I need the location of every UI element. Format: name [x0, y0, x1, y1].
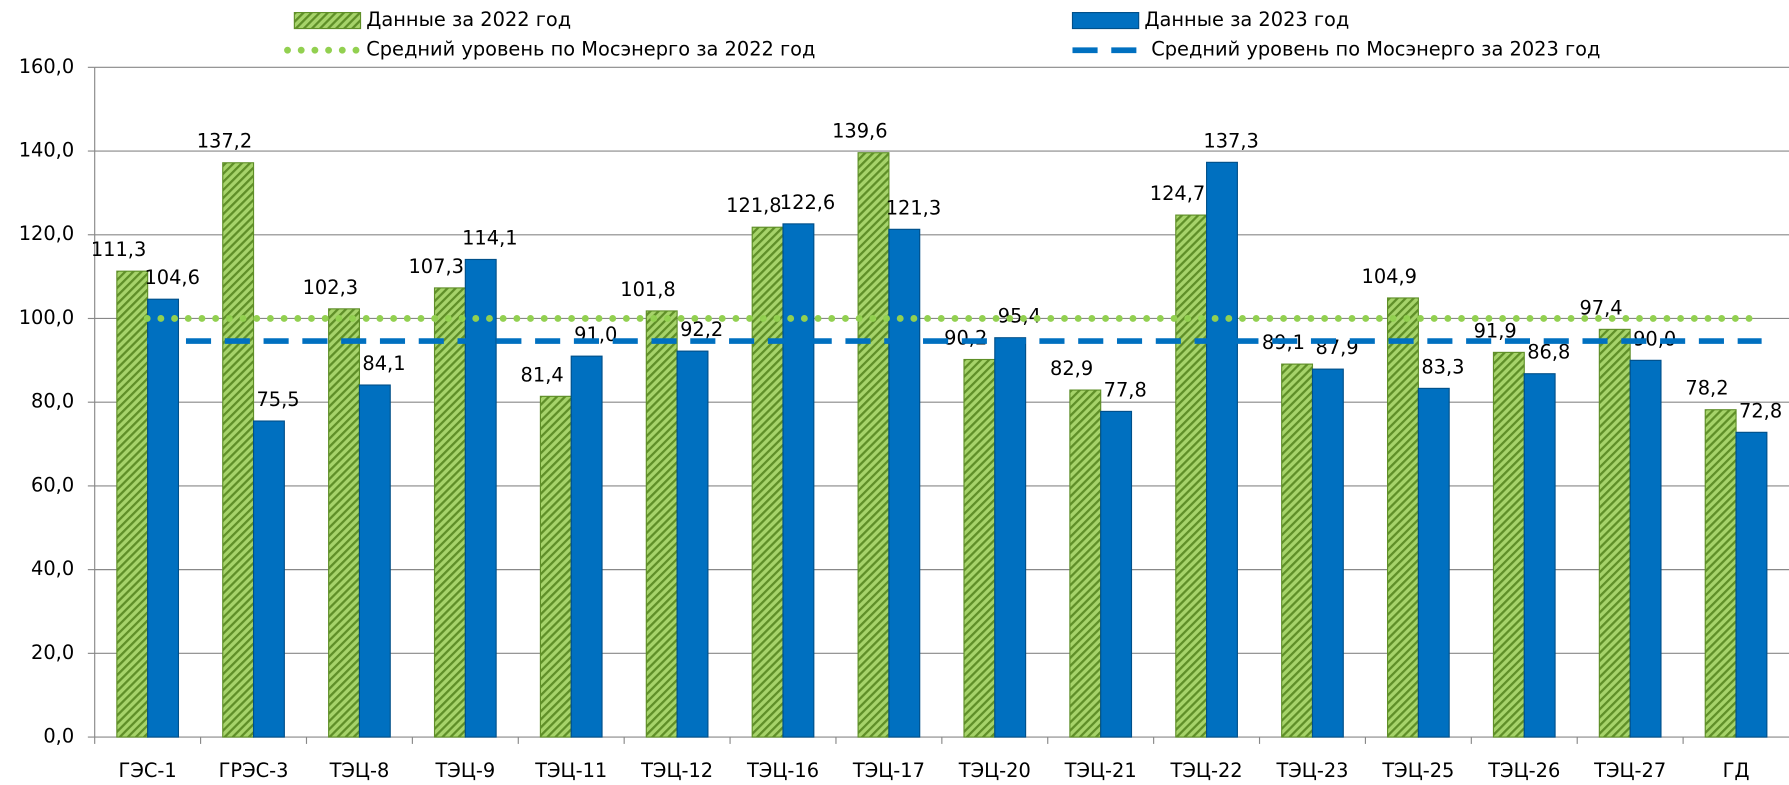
data-label: 77,8 [1104, 378, 1147, 401]
data-label: 90,0 [1633, 327, 1676, 350]
x-tick-label: ГД [1723, 759, 1750, 782]
bar [147, 298, 180, 738]
bar [1281, 363, 1314, 738]
bar [222, 162, 255, 738]
data-label: 90,2 [944, 326, 987, 349]
data-label: 97,4 [1579, 296, 1622, 319]
legend-label: Данные за 2022 год [366, 8, 571, 31]
bar [676, 350, 709, 738]
legend-label: Данные за 2023 год [1144, 8, 1349, 31]
bar [1704, 409, 1737, 738]
bar [1492, 351, 1525, 738]
data-label: 72,8 [1739, 399, 1782, 422]
x-tick-label: ТЭЦ-23 [1275, 759, 1348, 782]
y-tick-label: 60,0 [31, 473, 74, 496]
data-label: 81,4 [521, 363, 564, 386]
x-tick-label: ТЭЦ-27 [1593, 759, 1666, 782]
data-label: 102,3 [303, 276, 358, 299]
bar [570, 355, 603, 738]
x-tick-label: ТЭЦ-11 [534, 759, 607, 782]
bar [994, 337, 1027, 738]
data-label: 101,8 [620, 278, 675, 301]
data-label: 91,9 [1474, 319, 1517, 342]
legend-label: Средний уровень по Мосэнерго за 2023 год [1151, 38, 1600, 61]
data-label: 83,3 [1421, 355, 1464, 378]
x-tick-label: ТЭЦ-9 [434, 759, 495, 782]
data-label: 82,9 [1050, 357, 1093, 380]
legend-swatch [1071, 11, 1140, 30]
y-tick-label: 20,0 [31, 641, 74, 664]
y-tick-label: 120,0 [19, 222, 74, 245]
bar [1206, 161, 1238, 738]
y-tick-label: 80,0 [31, 390, 74, 413]
data-label: 92,2 [680, 318, 723, 341]
x-tick-label: ТЭЦ-12 [640, 759, 713, 782]
bar [1311, 368, 1344, 738]
bar [782, 223, 815, 738]
data-label: 78,2 [1685, 377, 1728, 400]
y-tick-label: 40,0 [31, 557, 74, 580]
x-tick-label: ТЭЦ-25 [1381, 759, 1454, 782]
bar [252, 420, 285, 738]
bar [1069, 389, 1102, 738]
bar [539, 395, 572, 738]
bar [328, 308, 361, 738]
x-tick-label: ТЭЦ-21 [1064, 759, 1137, 782]
data-label: 124,7 [1150, 182, 1205, 205]
x-tick-label: ТЭЦ-17 [852, 759, 925, 782]
legend-label: Средний уровень по Мосэнерго за 2022 год [366, 38, 815, 61]
data-label: 139,6 [832, 120, 887, 143]
bar [464, 258, 497, 738]
data-label: 137,3 [1203, 129, 1258, 152]
data-label: 75,5 [256, 388, 299, 411]
bar [963, 358, 996, 738]
bar [645, 310, 678, 738]
legend-swatch [293, 11, 362, 30]
bar [751, 226, 784, 738]
x-tick-label: ТЭЦ-22 [1170, 759, 1243, 782]
bar [116, 270, 149, 738]
data-label: 104,9 [1362, 265, 1417, 288]
data-label: 121,8 [726, 194, 781, 217]
data-label: 114,1 [462, 226, 517, 249]
data-label: 137,2 [197, 130, 252, 153]
data-label: 122,6 [780, 191, 835, 214]
y-tick-label: 0,0 [43, 725, 74, 748]
x-tick-label: ТЭЦ-26 [1487, 759, 1560, 782]
x-tick-label: ТЭЦ-20 [958, 759, 1031, 782]
bar [1629, 359, 1662, 738]
bar [1598, 328, 1631, 738]
x-tick-label: ТЭЦ-16 [746, 759, 819, 782]
data-label: 95,4 [998, 305, 1041, 328]
data-label: 104,6 [144, 266, 199, 289]
data-label: 121,3 [886, 196, 941, 219]
x-tick-label: ГРЭС-3 [219, 759, 289, 782]
data-label: 111,3 [91, 238, 146, 261]
bar [857, 152, 890, 738]
bar [1417, 387, 1450, 738]
y-tick-label: 140,0 [19, 139, 74, 162]
bar [1175, 214, 1208, 738]
y-tick-label: 160,0 [19, 55, 74, 78]
bar [358, 384, 391, 738]
bar [1735, 431, 1768, 738]
bar [1100, 410, 1133, 738]
y-tick-label: 100,0 [19, 306, 74, 329]
bar [1523, 373, 1556, 738]
bar [433, 287, 466, 738]
bar [1386, 297, 1419, 738]
data-label: 107,3 [408, 255, 463, 278]
data-label: 86,8 [1527, 341, 1570, 364]
x-tick-label: ГЭС-1 [119, 759, 177, 782]
bar [888, 228, 921, 738]
data-label: 84,1 [362, 352, 405, 375]
x-tick-label: ТЭЦ-8 [329, 759, 390, 782]
